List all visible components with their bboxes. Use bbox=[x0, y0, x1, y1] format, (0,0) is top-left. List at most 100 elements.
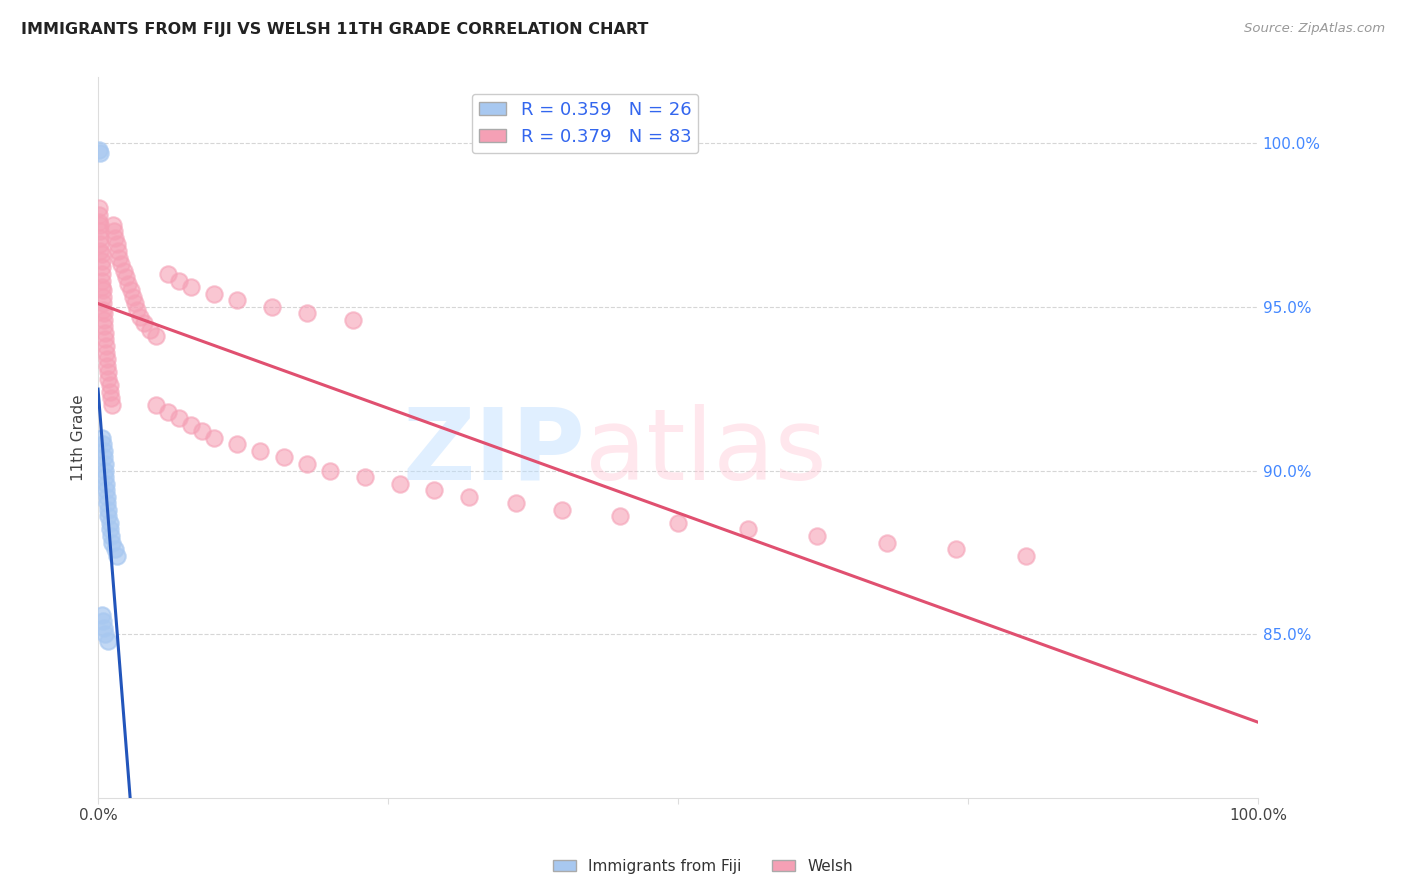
Point bbox=[89, 218, 111, 232]
Point bbox=[91, 284, 114, 298]
Point bbox=[97, 372, 120, 386]
Point bbox=[89, 237, 111, 252]
Point bbox=[93, 450, 115, 465]
Point bbox=[94, 470, 117, 484]
Point bbox=[134, 316, 156, 330]
Point bbox=[124, 296, 146, 310]
Point bbox=[139, 323, 162, 337]
Point bbox=[115, 270, 138, 285]
Point bbox=[105, 237, 128, 252]
Point bbox=[458, 490, 481, 504]
Point bbox=[90, 247, 112, 261]
Y-axis label: 11th Grade: 11th Grade bbox=[72, 394, 86, 481]
Point bbox=[226, 293, 249, 308]
Point bbox=[319, 463, 342, 477]
Point bbox=[145, 398, 167, 412]
Legend: Immigrants from Fiji, Welsh: Immigrants from Fiji, Welsh bbox=[547, 853, 859, 880]
Point bbox=[249, 443, 271, 458]
Point bbox=[89, 244, 111, 258]
Point bbox=[128, 310, 150, 324]
Point bbox=[91, 303, 114, 318]
Point bbox=[105, 549, 128, 563]
Point bbox=[167, 273, 190, 287]
Point bbox=[97, 503, 120, 517]
Point bbox=[120, 284, 142, 298]
Point bbox=[94, 326, 117, 340]
Point bbox=[96, 476, 118, 491]
Point bbox=[108, 251, 131, 265]
Point bbox=[127, 303, 149, 318]
Point bbox=[90, 607, 112, 622]
Point bbox=[876, 535, 898, 549]
Point bbox=[104, 542, 127, 557]
Point bbox=[94, 627, 117, 641]
Point bbox=[89, 143, 111, 157]
Point bbox=[260, 300, 283, 314]
Point bbox=[100, 529, 122, 543]
Point bbox=[180, 417, 202, 432]
Point bbox=[180, 280, 202, 294]
Point bbox=[117, 277, 139, 291]
Point bbox=[91, 290, 114, 304]
Text: IMMIGRANTS FROM FIJI VS WELSH 11TH GRADE CORRELATION CHART: IMMIGRANTS FROM FIJI VS WELSH 11TH GRADE… bbox=[21, 22, 648, 37]
Point bbox=[91, 614, 114, 628]
Point bbox=[94, 457, 117, 471]
Point bbox=[90, 273, 112, 287]
Point bbox=[94, 333, 117, 347]
Point bbox=[156, 267, 179, 281]
Point bbox=[110, 257, 132, 271]
Point bbox=[90, 253, 112, 268]
Point bbox=[609, 509, 631, 524]
Point bbox=[96, 345, 118, 359]
Point bbox=[96, 490, 118, 504]
Point bbox=[156, 404, 179, 418]
Text: atlas: atlas bbox=[585, 404, 827, 500]
Point bbox=[97, 365, 120, 379]
Point bbox=[98, 516, 121, 530]
Point bbox=[295, 306, 318, 320]
Point bbox=[167, 411, 190, 425]
Point bbox=[103, 224, 125, 238]
Point bbox=[666, 516, 689, 530]
Point bbox=[96, 352, 118, 367]
Point bbox=[93, 319, 115, 334]
Point bbox=[342, 313, 364, 327]
Point bbox=[806, 529, 828, 543]
Point bbox=[96, 496, 118, 510]
Point bbox=[96, 359, 118, 373]
Point bbox=[90, 280, 112, 294]
Point bbox=[93, 621, 115, 635]
Text: ZIP: ZIP bbox=[402, 404, 585, 500]
Point bbox=[93, 306, 115, 320]
Point bbox=[91, 437, 114, 451]
Point bbox=[90, 260, 112, 275]
Point bbox=[104, 231, 127, 245]
Point bbox=[97, 509, 120, 524]
Point bbox=[505, 496, 527, 510]
Point bbox=[100, 392, 122, 406]
Point bbox=[91, 296, 114, 310]
Point bbox=[96, 339, 118, 353]
Point bbox=[145, 329, 167, 343]
Point bbox=[191, 424, 214, 438]
Point bbox=[945, 542, 967, 557]
Point bbox=[93, 443, 115, 458]
Point bbox=[89, 208, 111, 222]
Point bbox=[202, 286, 225, 301]
Point bbox=[98, 523, 121, 537]
Legend: R = 0.359   N = 26, R = 0.379   N = 83: R = 0.359 N = 26, R = 0.379 N = 83 bbox=[472, 94, 699, 153]
Point bbox=[90, 267, 112, 281]
Point bbox=[101, 535, 124, 549]
Point bbox=[423, 483, 446, 498]
Point bbox=[98, 384, 121, 399]
Point bbox=[101, 398, 124, 412]
Point bbox=[295, 457, 318, 471]
Point bbox=[1015, 549, 1038, 563]
Point bbox=[96, 483, 118, 498]
Point bbox=[89, 231, 111, 245]
Point bbox=[89, 224, 111, 238]
Point bbox=[273, 450, 295, 465]
Point bbox=[101, 218, 124, 232]
Point bbox=[94, 463, 117, 477]
Point bbox=[98, 378, 121, 392]
